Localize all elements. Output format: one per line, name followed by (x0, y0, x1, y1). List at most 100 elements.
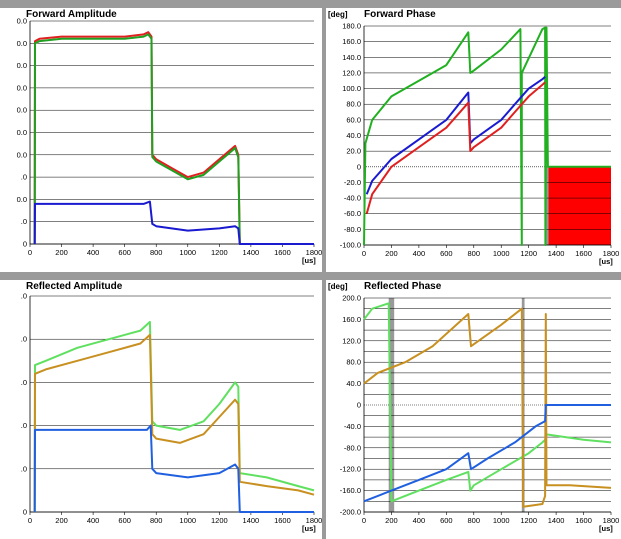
y-tick-label: 0 (357, 162, 361, 171)
y-tick-label: 120.0 (342, 68, 361, 77)
y-tick-label: 0.0 (17, 106, 27, 115)
forward-phase-panel: [deg] Forward Phase -100.0 -80.0 -60.0 -40.… (326, 8, 621, 272)
x-tick-label: 1200 (520, 249, 537, 258)
x-tick-label: 1000 (493, 516, 510, 525)
shaded-region (388, 298, 395, 512)
x-tick-label: 1400 (548, 249, 565, 258)
x-tick-label: 0 (362, 249, 366, 258)
y-tick-label: 0.0 (17, 83, 27, 92)
x-unit-label: [us] (599, 257, 613, 266)
y-tick-label: 160.0 (342, 37, 361, 46)
x-tick-label: 1800 (603, 249, 620, 258)
x-tick-label: 200 (55, 248, 68, 257)
x-unit-label: [us] (302, 256, 316, 265)
x-tick-label: 1200 (211, 248, 228, 257)
x-tick-label: 600 (440, 249, 453, 258)
x-tick-label: 1000 (493, 249, 510, 258)
x-tick-label: 800 (150, 516, 163, 525)
x-tick-label: 1600 (575, 249, 592, 258)
series-line (33, 333, 315, 513)
y-tick-label: .0 (21, 421, 27, 430)
y-tick-label: -80.0 (344, 225, 361, 234)
y-tick-label: -40.0 (344, 422, 361, 431)
y-tick-label: -80.0 (344, 443, 361, 452)
y-unit-label: [deg] (328, 10, 348, 19)
shaded-region (545, 166, 549, 245)
series-line (33, 320, 315, 513)
x-tick-label: 0 (28, 516, 32, 525)
y-tick-label: .0 (21, 464, 27, 473)
y-tick-label: .0 (21, 217, 27, 226)
y-tick-label: -20.0 (344, 178, 361, 187)
series-line (363, 26, 611, 246)
y-tick-label: 0 (23, 508, 27, 517)
y-tick-label: 140.0 (342, 53, 361, 62)
panel-title: Forward Amplitude (26, 9, 117, 20)
series-line (33, 31, 314, 245)
y-tick-label: 0.0 (17, 128, 27, 137)
y-tick-label: .0 (21, 173, 27, 182)
panel-title: Reflected Amplitude (26, 281, 123, 292)
x-tick-label: 1600 (575, 516, 592, 525)
x-tick-label: 1400 (243, 248, 260, 257)
y-tick-label: 0 (357, 401, 361, 410)
x-tick-label: 1600 (274, 248, 291, 257)
y-tick-label: 200.0 (342, 294, 361, 303)
x-tick-label: 0 (362, 516, 366, 525)
y-tick-label: 0.0 (17, 150, 27, 159)
x-tick-label: 800 (150, 248, 163, 257)
x-tick-label: 600 (440, 516, 453, 525)
reflected-amplitude-panel: Reflected Amplitude 0 .0 .0 .0 .0 .0 0 200 400 60… (0, 280, 322, 539)
y-tick-label: -100.0 (340, 241, 361, 250)
y-tick-label: 100.0 (342, 84, 361, 93)
series-line (33, 33, 314, 245)
y-tick-label: 40.0 (346, 131, 361, 140)
x-tick-label: 400 (87, 248, 100, 257)
x-tick-label: 200 (55, 516, 68, 525)
reflected-phase-panel: [deg] Reflected Phase -200.0 -160.0 -120.0… (326, 280, 621, 539)
x-unit-label: [us] (302, 524, 316, 533)
y-tick-label: .0 (21, 378, 27, 387)
reflected-amplitude-chart: 0 .0 .0 .0 .0 .0 0 200 400 600 800 1000 1200 1400 1600… (21, 292, 323, 534)
y-tick-label: -40.0 (344, 194, 361, 203)
y-tick-label: 0.0 (17, 61, 27, 70)
forward-amplitude-panel: Forward Amplitude 0.0 0.0.0 0.0 0.0 0.0 0.0 0.… (0, 8, 322, 272)
forward-amplitude-chart: 0.00.0.00.00.00.00.00.00.00.00 200 400 600 8… (17, 17, 323, 266)
y-tick-label: -160.0 (340, 486, 361, 495)
y-tick-label: -60.0 (344, 209, 361, 218)
y-tick-label: 40.0 (346, 379, 361, 388)
x-tick-label: 800 (468, 516, 481, 525)
series-line (363, 307, 612, 508)
x-tick-label: 1200 (211, 516, 228, 525)
x-tick-label: 1800 (306, 248, 323, 257)
x-tick-label: 0 (28, 248, 32, 257)
shaded-region (545, 166, 611, 245)
y-tick-label: -200.0 (340, 508, 361, 517)
series-line (33, 424, 314, 513)
y-tick-label: 120.0 (342, 336, 361, 345)
x-tick-label: 800 (468, 249, 481, 258)
x-tick-label: 200 (385, 249, 398, 258)
y-tick-label: 0.0 (17, 17, 27, 26)
series-line (33, 200, 314, 245)
x-tick-label: 1400 (243, 516, 260, 525)
reflected-phase-chart: -200.0 -160.0 -120.0 -80.0 -40.0 0 40.0 80.0 120… (340, 294, 620, 534)
x-unit-label: [us] (599, 524, 613, 533)
x-tick-label: 1000 (179, 516, 196, 525)
x-tick-label: 1600 (274, 516, 291, 525)
x-tick-label: 1800 (306, 516, 323, 525)
y-tick-label: 80.0 (346, 100, 361, 109)
y-tick-label: .0 (21, 335, 27, 344)
y-tick-label: 0.0 (17, 39, 27, 48)
x-tick-label: 1200 (520, 516, 537, 525)
x-tick-label: 1400 (548, 516, 565, 525)
x-tick-label: 200 (385, 516, 398, 525)
x-tick-label: 400 (413, 516, 426, 525)
x-tick-label: 1800 (603, 516, 620, 525)
y-tick-label: 0.0 (17, 195, 27, 204)
y-tick-label: 0 (23, 240, 27, 249)
y-tick-label: 20.0 (346, 147, 361, 156)
y-unit-label: [deg] (328, 282, 348, 291)
x-tick-label: 1000 (179, 248, 196, 257)
forward-phase-chart: -100.0 -80.0 -60.0 -40.0 -20.0 0 20.0 40.0 60.0 8… (340, 22, 620, 267)
